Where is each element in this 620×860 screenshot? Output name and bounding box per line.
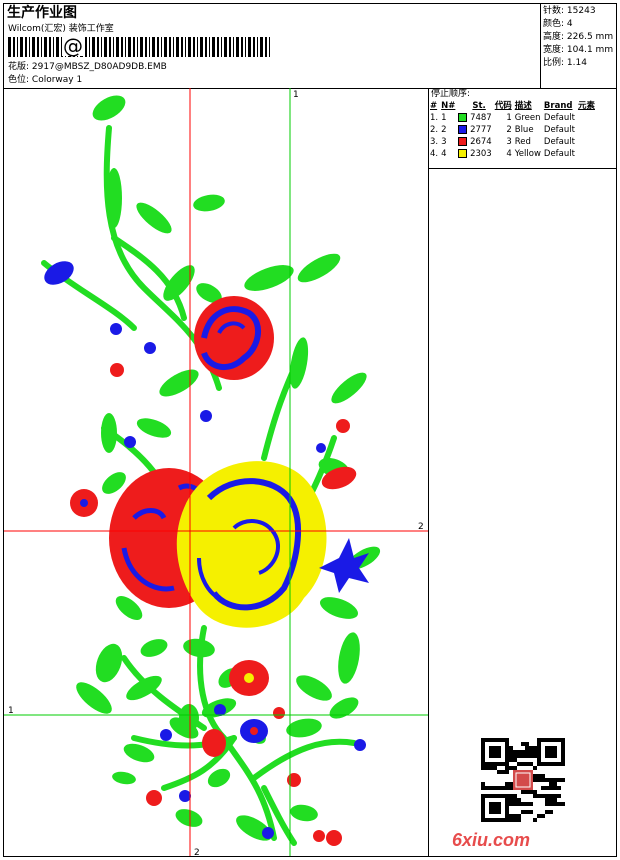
page-title: 生产作业图	[7, 5, 77, 21]
pattern-row: 花版: 2917@MBSZ_D80AD9DB.EMB	[8, 62, 167, 73]
colorway-value: Colorway 1	[31, 75, 83, 85]
site-logo: 6xiu.com	[452, 830, 531, 850]
barcode-image	[8, 37, 270, 57]
at-symbol: @	[62, 34, 84, 58]
stitch-count: 2777	[470, 125, 492, 135]
stitch-count: 2303	[470, 149, 492, 159]
stats-divider	[540, 3, 541, 88]
colorway-row: 色位: Colorway 1	[8, 75, 82, 86]
stop-sequence-title: 停止顺序:	[431, 89, 471, 99]
color-swatch	[458, 125, 468, 134]
pattern-value: 2917@MBSZ_D80AD9DB.EMB	[31, 62, 167, 72]
stop-row: 3. 3 2674 3 Red Default	[430, 137, 575, 147]
stop-table-bottom-line	[428, 168, 617, 169]
guide-label-green-horizontal: 1	[8, 706, 14, 716]
embroidery-design: 1 1 2 2	[4, 88, 428, 856]
stat-colors: 颜色: 4	[543, 19, 573, 29]
stat-stitches: 针数: 15243	[543, 6, 596, 16]
sidebar-divider	[428, 88, 429, 857]
sidebar-top-line	[428, 88, 617, 89]
color-swatch	[458, 149, 468, 158]
header-divider	[3, 88, 540, 89]
guide-label-red-horizontal: 2	[418, 522, 424, 532]
colorway-label: 色位:	[8, 75, 30, 85]
color-swatch	[458, 113, 468, 122]
stop-row: 2. 2 2777 2 Blue Default	[430, 125, 575, 135]
guide-label-red-vertical: 2	[194, 848, 200, 856]
stop-table-header: # N# St. 代码 描述 Brand 元素	[430, 101, 595, 111]
color-swatch	[458, 137, 468, 146]
guide-label-green-vertical: 1	[293, 90, 299, 100]
stat-height: 高度: 226.5 mm	[543, 32, 614, 42]
stop-row: 1. 1 7487 1 Green Default	[430, 113, 575, 123]
pattern-label: 花版:	[8, 62, 30, 72]
stop-sequence-table: # N# St. 代码 描述 Brand 元素 1. 1 7487 1 Green De…	[430, 100, 598, 160]
stat-width: 宽度: 104.1 mm	[543, 45, 614, 55]
stop-row: 4. 4 2303 4 Yellow Default	[430, 149, 575, 159]
stitch-count: 2674	[470, 137, 492, 147]
stitch-count: 7487	[470, 113, 492, 123]
qr-code-image	[481, 738, 565, 822]
page-frame	[3, 3, 617, 857]
stat-scale: 比例: 1.14	[543, 58, 587, 68]
company-name: Wilcom(汇宏) 装饰工作室	[8, 24, 114, 34]
